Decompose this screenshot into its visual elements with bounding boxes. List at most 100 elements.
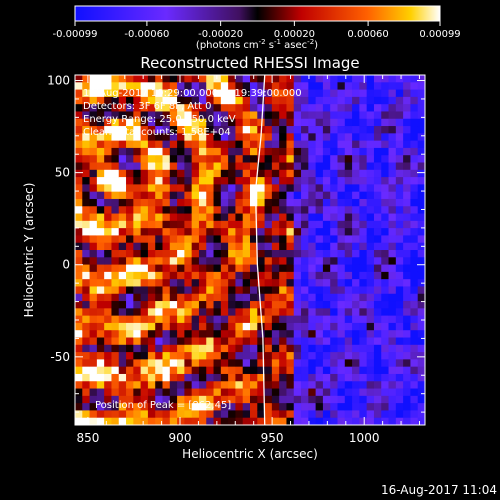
heatmap-cell: [191, 198, 200, 207]
heatmap-cell: [140, 359, 149, 368]
heatmap-cell: [330, 359, 338, 368]
heatmap-cell: [388, 177, 397, 185]
heatmap-cell: [286, 126, 295, 134]
heatmap-cell: [242, 286, 251, 295]
heatmap-cell: [388, 293, 397, 302]
heatmap-cell: [344, 293, 353, 302]
heatmap-cell: [147, 352, 156, 360]
heatmap-cell: [184, 75, 193, 83]
heatmap-cell: [330, 279, 338, 287]
heatmap-cell: [111, 235, 120, 244]
heatmap-cell: [359, 359, 368, 368]
heatmap-cell: [366, 191, 375, 200]
heatmap-cell: [257, 89, 265, 98]
heatmap-cell: [104, 89, 112, 98]
heatmap-cell: [257, 235, 265, 244]
heatmap-cell: [250, 89, 258, 98]
heatmap-cell: [111, 118, 120, 127]
heatmap-cell: [104, 213, 112, 222]
heatmap-cell: [235, 322, 244, 331]
heatmap-cell: [220, 286, 229, 295]
heatmap-cell: [169, 322, 178, 331]
heatmap-cell: [133, 75, 142, 83]
heatmap-cell: [191, 140, 200, 149]
heatmap-cell: [235, 250, 244, 258]
heatmap-cell: [184, 111, 193, 120]
heatmap-cell: [82, 301, 90, 309]
heatmap-cell: [191, 133, 200, 142]
heatmap-cell: [89, 133, 98, 142]
heatmap-cell: [337, 104, 346, 112]
heatmap-cell: [403, 308, 411, 317]
heatmap-cell: [315, 330, 324, 338]
heatmap-cell: [118, 191, 127, 200]
heatmap-cell: [184, 191, 193, 200]
heatmap-cell: [96, 315, 105, 324]
heatmap-cell: [395, 417, 404, 425]
heatmap-cell: [373, 315, 382, 324]
heatmap-cell: [395, 337, 404, 346]
heatmap-cell: [417, 75, 425, 83]
heatmap-cell: [140, 301, 149, 309]
heatmap-cell: [286, 133, 295, 142]
heatmap-cell: [242, 169, 251, 178]
heatmap-cell: [242, 133, 251, 142]
heatmap-cell: [410, 228, 419, 236]
heatmap-cell: [198, 213, 207, 222]
heatmap-cell: [213, 293, 222, 302]
heatmap-cell: [264, 264, 273, 273]
heatmap-cell: [250, 177, 258, 185]
heatmap-cell: [235, 395, 244, 404]
heatmap-cell: [264, 140, 273, 149]
heatmap-cell: [169, 235, 178, 244]
heatmap-cell: [206, 118, 214, 127]
heatmap-cell: [162, 104, 171, 112]
heatmap-cell: [286, 293, 295, 302]
heatmap-cell: [191, 279, 200, 287]
heatmap-cell: [395, 395, 404, 404]
heatmap-cell: [220, 264, 229, 273]
heatmap-cell: [359, 417, 368, 425]
heatmap-cell: [279, 250, 287, 258]
heatmap-cell: [366, 410, 375, 419]
heatmap-cell: [242, 337, 251, 346]
heatmap-cell: [395, 177, 404, 185]
heatmap-cell: [279, 228, 287, 236]
heatmap-cell: [322, 191, 331, 200]
heatmap-cell: [373, 213, 382, 222]
heatmap-cell: [228, 140, 236, 149]
heatmap-cell: [293, 388, 302, 397]
heatmap-cell: [417, 271, 425, 280]
heatmap-cell: [344, 184, 353, 193]
heatmap-cell: [242, 257, 251, 265]
heatmap-cell: [388, 257, 397, 265]
heatmap-cell: [264, 330, 273, 338]
heatmap-cell: [162, 220, 171, 229]
heatmap-cell: [191, 381, 200, 389]
heatmap-cell: [184, 89, 193, 98]
heatmap-cell: [352, 191, 360, 200]
heatmap-cell: [279, 206, 287, 214]
heatmap-cell: [264, 308, 273, 317]
heatmap-cell: [169, 111, 178, 120]
heatmap-cell: [417, 366, 425, 375]
heatmap-cell: [388, 352, 397, 360]
heatmap-cell: [82, 228, 90, 236]
heatmap-cell: [417, 410, 425, 419]
heatmap-cell: [373, 118, 382, 127]
heatmap-cell: [395, 104, 404, 112]
heatmap-cell: [315, 191, 324, 200]
heatmap-cell: [388, 271, 397, 280]
heatmap-cell: [104, 191, 112, 200]
heatmap-cell: [366, 228, 375, 236]
heatmap-cell: [257, 162, 265, 171]
heatmap-cell: [315, 155, 324, 163]
heatmap-cell: [213, 220, 222, 229]
heatmap-cell: [177, 82, 185, 90]
heatmap-cell: [250, 286, 258, 295]
heatmap-cell: [82, 381, 90, 389]
heatmap-cell: [257, 344, 265, 353]
heatmap-cell: [395, 96, 404, 105]
heatmap-cell: [388, 366, 397, 375]
heatmap-cell: [257, 177, 265, 185]
